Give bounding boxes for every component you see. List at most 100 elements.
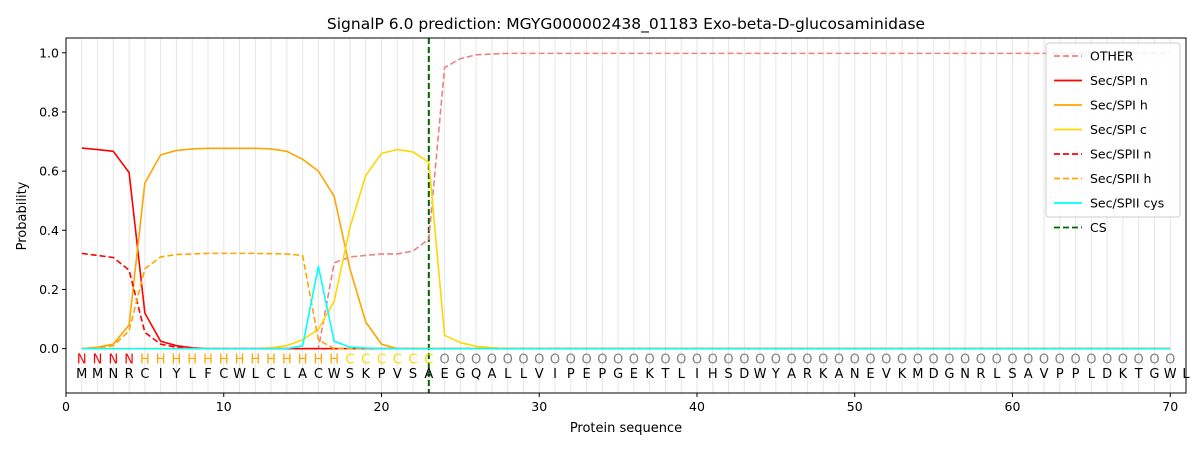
x-axis-ticks: 0 10 20 30 40 50 60 70 xyxy=(62,393,1178,414)
residue-label: A xyxy=(1024,367,1033,382)
region-label: N xyxy=(124,352,134,367)
residue-label: M xyxy=(92,367,103,382)
legend-box xyxy=(1045,42,1181,218)
region-label: O xyxy=(1055,352,1065,367)
residue-label: I xyxy=(159,367,163,382)
region-label: H xyxy=(156,352,166,367)
region-label: O xyxy=(518,352,528,367)
region-label: O xyxy=(1118,352,1128,367)
region-label: O xyxy=(566,352,576,367)
residue-label: S xyxy=(1008,367,1016,382)
residue-label: R xyxy=(125,367,134,382)
y-tick-label: 0.2 xyxy=(39,282,59,297)
residue-label: G xyxy=(613,367,623,382)
region-label: H xyxy=(235,352,245,367)
residue-label: T xyxy=(1134,367,1143,382)
region-label: O xyxy=(660,352,670,367)
residue-label: E xyxy=(630,367,638,382)
region-label: O xyxy=(992,352,1002,367)
residue-label: S xyxy=(724,367,732,382)
region-label: O xyxy=(645,352,655,367)
series-line-other xyxy=(81,52,1171,350)
region-label: O xyxy=(534,352,544,367)
region-label: H xyxy=(329,352,339,367)
residue-label: I xyxy=(553,367,557,382)
residue-label: K xyxy=(819,367,828,382)
residue-label: G xyxy=(944,367,954,382)
legend-entry: Sec/SPI n xyxy=(1090,73,1148,88)
residue-label: R xyxy=(976,367,985,382)
region-label: O xyxy=(1149,352,1159,367)
series-line-sec-spi-c xyxy=(81,148,1171,350)
x-tick-label: 60 xyxy=(1005,399,1021,414)
residue-label: Y xyxy=(171,367,180,382)
residue-label: N xyxy=(850,367,860,382)
region-label: O xyxy=(708,352,718,367)
region-label: C xyxy=(409,352,418,367)
region-label: H xyxy=(298,352,308,367)
grid xyxy=(81,38,1187,393)
legend-entry: Sec/SPII cys xyxy=(1090,196,1164,211)
region-label: H xyxy=(314,352,324,367)
chart-title: SignalP 6.0 prediction: MGYG000002438_01… xyxy=(327,15,925,34)
residue-label: A xyxy=(424,367,433,382)
region-label: O xyxy=(944,352,954,367)
x-tick-label: 0 xyxy=(62,399,70,414)
region-label: O xyxy=(834,352,844,367)
x-tick-label: 40 xyxy=(689,399,705,414)
residue-label: L xyxy=(283,367,291,382)
y-tick-label: 1.0 xyxy=(39,45,59,60)
region-label: O xyxy=(771,352,781,367)
residue-label: W xyxy=(233,367,246,382)
residue-label: P xyxy=(1056,367,1064,382)
residue-label: L xyxy=(520,367,528,382)
residue-label: A xyxy=(298,367,307,382)
residue-label: K xyxy=(898,367,907,382)
residue-label: C xyxy=(267,367,276,382)
residue-label: T xyxy=(660,367,669,382)
region-label: H xyxy=(282,352,292,367)
region-label: H xyxy=(140,352,150,367)
region-label: H xyxy=(203,352,213,367)
legend-entry: Sec/SPI c xyxy=(1090,122,1147,137)
region-label: O xyxy=(1086,352,1096,367)
residue-label: C xyxy=(140,367,149,382)
region-label: O xyxy=(471,352,481,367)
region-label: H xyxy=(219,352,229,367)
region-label: O xyxy=(976,352,986,367)
residue-label: V xyxy=(393,367,402,382)
x-axis-label: Protein sequence xyxy=(570,421,682,436)
legend-entry: Sec/SPI h xyxy=(1090,98,1148,113)
region-label: O xyxy=(692,352,702,367)
series-line-sec-spii-n xyxy=(81,252,1171,350)
region-label: O xyxy=(581,352,591,367)
residue-label: W xyxy=(754,367,767,382)
legend: OTHER Sec/SPI n Sec/SPI h Sec/SPI c Sec/SPII… xyxy=(1045,42,1181,235)
residue-label: R xyxy=(803,367,812,382)
region-label: O xyxy=(928,352,938,367)
region-label: O xyxy=(597,352,607,367)
residue-label: K xyxy=(645,367,654,382)
residue-label: F xyxy=(204,367,211,382)
residue-label: V xyxy=(535,367,544,382)
region-label: O xyxy=(1165,352,1175,367)
residue-label: E xyxy=(582,367,590,382)
legend-entry: OTHER xyxy=(1090,49,1134,64)
residue-label: L xyxy=(678,367,686,382)
region-label: O xyxy=(613,352,623,367)
residue-label: Y xyxy=(771,367,780,382)
residue-label: L xyxy=(993,367,1001,382)
y-tick-label: 0.4 xyxy=(39,223,59,238)
residue-label: V xyxy=(882,367,891,382)
region-label: C xyxy=(361,352,370,367)
region-label: H xyxy=(172,352,182,367)
series-lines xyxy=(81,52,1171,350)
region-label: H xyxy=(266,352,276,367)
region-label: O xyxy=(629,352,639,367)
region-label: C xyxy=(377,352,386,367)
region-label: O xyxy=(487,352,497,367)
residue-label: P xyxy=(1072,367,1080,382)
region-label: O xyxy=(1102,352,1112,367)
x-tick-label: 20 xyxy=(374,399,390,414)
